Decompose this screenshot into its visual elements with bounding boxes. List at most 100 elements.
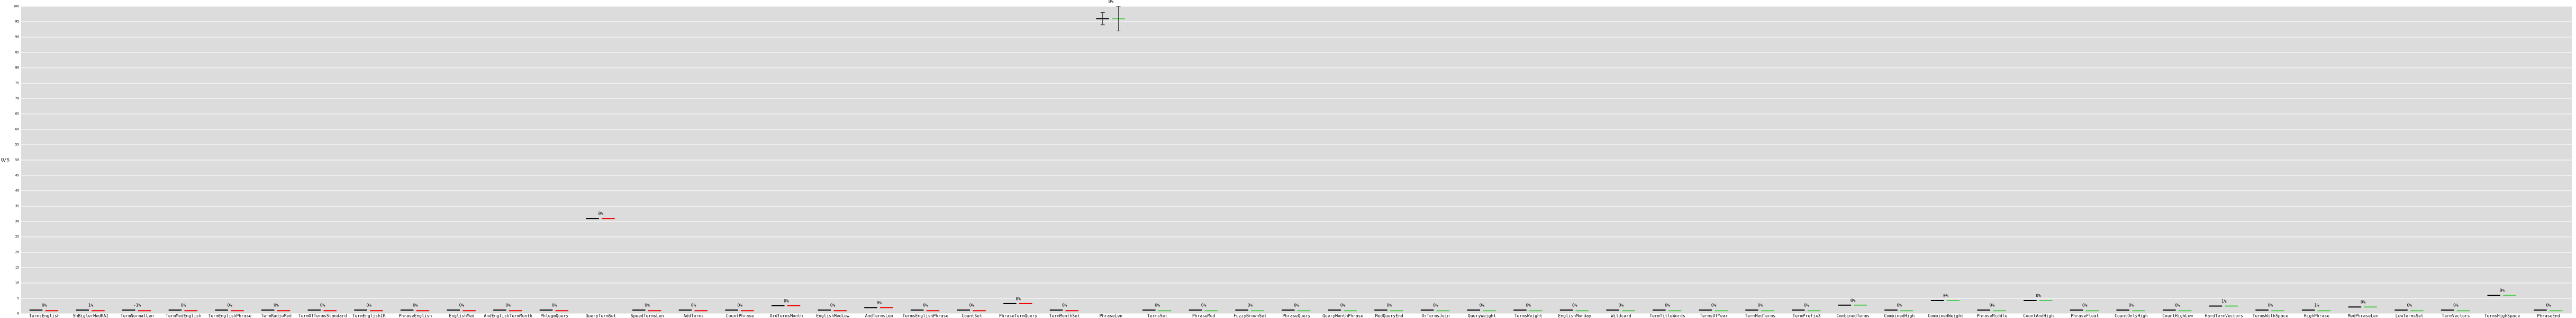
value-annotation: 0%	[1572, 303, 1577, 308]
x-tick-label: TermTitleWords	[1649, 314, 1685, 318]
x-tick-label: OrdTermsMonth	[770, 314, 803, 318]
y-tick-label: 100	[13, 5, 19, 8]
y-tick-label: 75	[15, 82, 20, 85]
x-tick-label: AndEnglishTermMonth	[484, 314, 532, 318]
x-tick-label: TermMedTerms	[1745, 314, 1775, 318]
x-tick-label: QueryWeight	[1468, 314, 1496, 318]
value-annotation: 0%	[2036, 294, 2041, 298]
x-tick-label: PhlegmQuery	[540, 314, 568, 318]
value-annotation: 0%	[1109, 0, 1114, 4]
x-tick-label: TermsSet	[1147, 314, 1168, 318]
value-annotation: 0%	[1294, 303, 1299, 308]
value-annotation: 0%	[1062, 303, 1067, 308]
x-tick-label: SpeedTermsLen	[631, 314, 664, 318]
y-tick-label: 95	[15, 20, 20, 24]
y-tick-label: 10	[15, 281, 20, 285]
y-tick-label: 40	[15, 189, 20, 193]
value-annotation: 0%	[2268, 303, 2273, 308]
value-annotation: 0%	[1015, 296, 1021, 301]
x-tick-label: AndTermsLen	[865, 314, 893, 318]
value-annotation: 0%	[2500, 288, 2505, 293]
y-tick-label: 20	[15, 251, 20, 254]
x-tick-label: MedPhraseLen	[2348, 314, 2379, 318]
value-annotation: 0%	[1433, 303, 1438, 308]
y-tick-label: 60	[15, 128, 20, 131]
value-annotation: 0%	[645, 303, 650, 308]
x-tick-label: CombinedHigh	[1884, 314, 1915, 318]
value-annotation: 0%	[1619, 303, 1624, 308]
value-annotation: 0%	[1897, 303, 1902, 308]
x-tick-label: QueryMonthPhrase	[1322, 314, 1363, 318]
value-annotation: 0%	[923, 303, 928, 308]
x-tick-label: CombinedTerms	[1836, 314, 1870, 318]
x-tick-label: MedQueryEnd	[1375, 314, 1403, 318]
value-annotation: 0%	[2175, 303, 2180, 308]
value-annotation: 0%	[1990, 303, 1995, 308]
value-annotation: 0%	[784, 298, 789, 303]
y-tick-label: 25	[15, 235, 20, 239]
x-tick-label: CountSet	[962, 314, 982, 318]
x-tick-label: HighPhrase	[2304, 314, 2329, 318]
x-tick-label: QueryTermSet	[586, 314, 616, 318]
x-tick-label: HardTermVectors	[2205, 314, 2243, 318]
y-tick-label: 35	[15, 205, 20, 208]
value-annotation: 0%	[1340, 303, 1346, 308]
value-annotation: 0%	[1711, 303, 1717, 308]
value-annotation: -1%	[133, 303, 141, 308]
y-tick-label: 50	[15, 158, 20, 162]
value-annotation: 0%	[2129, 303, 2134, 308]
x-tick-label: TermPrefix3	[1793, 314, 1821, 318]
x-tick-label: TermsEnglish	[29, 314, 60, 318]
value-annotation: 0%	[42, 303, 47, 308]
x-tick-label: CombinedWeight	[1928, 314, 1964, 318]
value-annotation: 0%	[228, 303, 233, 308]
x-tick-label: PhraseFloat	[2071, 314, 2099, 318]
y-tick-label: 15	[15, 266, 20, 270]
value-annotation: 0%	[274, 303, 279, 308]
x-tick-label: EnglishMedLow	[816, 314, 849, 318]
value-annotation: 0%	[552, 303, 557, 308]
x-tick-label: CountHighLow	[2162, 314, 2193, 318]
value-annotation: 0%	[1201, 303, 1207, 308]
value-annotation: 0%	[505, 303, 511, 308]
x-tick-label: TermsWeight	[1514, 314, 1543, 318]
y-tick-label: 65	[15, 112, 20, 116]
x-tick-label: TermMedEnglish	[166, 314, 202, 318]
x-tick-label: TermsEnglishPhrase	[903, 314, 949, 318]
value-annotation: 0%	[366, 303, 371, 308]
x-tick-label: TermsWithSpace	[2253, 314, 2289, 318]
value-annotation: 0%	[598, 211, 604, 216]
x-tick-label: TermEnglishPhrase	[208, 314, 251, 318]
x-tick-label: AddTerms	[683, 314, 704, 318]
x-tick-label: CountAndHigh	[2023, 314, 2054, 318]
value-annotation: 0%	[2407, 303, 2412, 308]
x-tick-label: CountOnlyHigh	[2115, 314, 2148, 318]
value-annotation: 0%	[1943, 294, 1948, 298]
y-axis-label: Q/S	[1, 158, 10, 163]
value-annotation: 0%	[1665, 303, 1670, 308]
value-annotation: 0%	[1526, 303, 1531, 308]
value-annotation: 0%	[1386, 303, 1392, 308]
y-tick-label: 0	[17, 312, 19, 316]
value-annotation: 0%	[459, 303, 465, 308]
x-tick-label: Wildcard	[1611, 314, 1631, 318]
x-tick-label: LowTermsSet	[2396, 314, 2424, 318]
x-tick-label: PhraseEnd	[2537, 314, 2561, 318]
y-tick-label: 30	[15, 220, 20, 224]
x-tick-label: FuzzyBrownSet	[1233, 314, 1267, 318]
value-annotation: 0%	[2453, 303, 2459, 308]
y-tick-label: 45	[15, 174, 20, 178]
x-tick-label: TermOfTermsStandard	[298, 314, 347, 318]
value-annotation: 0%	[1248, 303, 1253, 308]
value-annotation: 0%	[320, 303, 325, 308]
x-tick-label: TermVectors	[2442, 314, 2470, 318]
value-annotation: 0%	[1851, 298, 1856, 303]
x-tick-label: TermEnglishIR	[352, 314, 386, 318]
x-tick-label: TermsOfYear	[1700, 314, 1728, 318]
value-annotation: 1%	[2314, 303, 2319, 308]
x-tick-label: TermMonthSet	[1049, 314, 1080, 318]
value-annotation: 0%	[830, 303, 836, 308]
value-annotation: 0%	[181, 303, 186, 308]
value-annotation: 0%	[738, 303, 743, 308]
x-tick-label: PhraseMed	[1192, 314, 1216, 318]
